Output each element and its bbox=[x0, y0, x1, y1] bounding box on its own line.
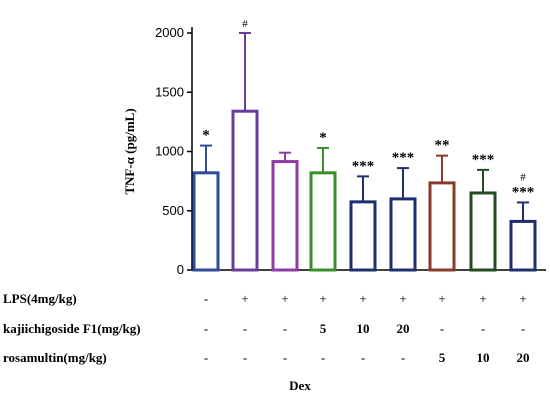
significance-mark: ** bbox=[435, 138, 450, 154]
y-tick-label: 1500 bbox=[155, 84, 184, 99]
table-cell: - bbox=[204, 321, 208, 336]
dex-label: Dex bbox=[289, 378, 311, 393]
bars bbox=[192, 32, 537, 272]
bar bbox=[309, 171, 337, 272]
y-tick-label: 2000 bbox=[155, 25, 184, 40]
table-cell: + bbox=[281, 291, 288, 306]
table-cell: - bbox=[401, 350, 405, 365]
y-ticks: 0 500 1000 1500 2000 bbox=[155, 25, 192, 277]
table-cell: 5 bbox=[439, 350, 446, 365]
table-cell: + bbox=[359, 291, 366, 306]
table-cell: + bbox=[319, 291, 326, 306]
significance-mark: *** bbox=[472, 152, 495, 168]
table-cell: 10 bbox=[477, 350, 490, 365]
table-cell: - bbox=[243, 350, 247, 365]
significance-mark: *** bbox=[352, 158, 375, 174]
table-cell: + bbox=[438, 291, 445, 306]
treatment-table: LPS(4mg/kg) - + + + + + + + + kajiichigoside F1(mg… bbox=[3, 291, 530, 365]
table-cell: 20 bbox=[397, 321, 410, 336]
significance-mark: *** bbox=[512, 184, 535, 200]
table-cell: - bbox=[204, 350, 208, 365]
bar bbox=[192, 171, 220, 272]
significance-mark: *** bbox=[392, 150, 415, 166]
bar bbox=[231, 109, 259, 272]
row-label: LPS(4mg/kg) bbox=[3, 291, 77, 306]
table-cell: - bbox=[243, 321, 247, 336]
table-cell: - bbox=[321, 350, 325, 365]
table-cell: - bbox=[204, 291, 208, 306]
table-cell: 20 bbox=[517, 350, 530, 365]
bar bbox=[389, 197, 417, 272]
table-cell: - bbox=[283, 321, 287, 336]
y-tick-label: 500 bbox=[162, 203, 184, 218]
table-cell: - bbox=[361, 350, 365, 365]
bar bbox=[428, 181, 456, 272]
table-cell: + bbox=[241, 291, 248, 306]
bar bbox=[469, 191, 497, 272]
y-axis-label: TNF-α (pg/mL) bbox=[122, 108, 137, 194]
table-cell: + bbox=[519, 291, 526, 306]
bar bbox=[349, 200, 377, 272]
significance-mark: * bbox=[319, 130, 327, 146]
bar bbox=[271, 160, 299, 272]
row-label: rosamultin(mg/kg) bbox=[3, 350, 107, 365]
bar bbox=[509, 219, 537, 272]
y-tick-label: 1000 bbox=[155, 144, 184, 159]
table-cell: - bbox=[521, 321, 525, 336]
y-tick-label: 0 bbox=[177, 262, 184, 277]
table-cell: + bbox=[399, 291, 406, 306]
significance-marks: *#***************# bbox=[202, 18, 534, 200]
row-label: kajiichigoside F1(mg/kg) bbox=[3, 321, 141, 336]
table-cell: + bbox=[479, 291, 486, 306]
hash-mark: # bbox=[520, 171, 526, 183]
hash-mark: # bbox=[242, 18, 248, 30]
table-cell: - bbox=[283, 350, 287, 365]
significance-mark: * bbox=[202, 128, 210, 144]
table-cell: - bbox=[481, 321, 485, 336]
table-cell: - bbox=[440, 321, 444, 336]
table-cell: 10 bbox=[357, 321, 370, 336]
table-cell: 5 bbox=[320, 321, 327, 336]
